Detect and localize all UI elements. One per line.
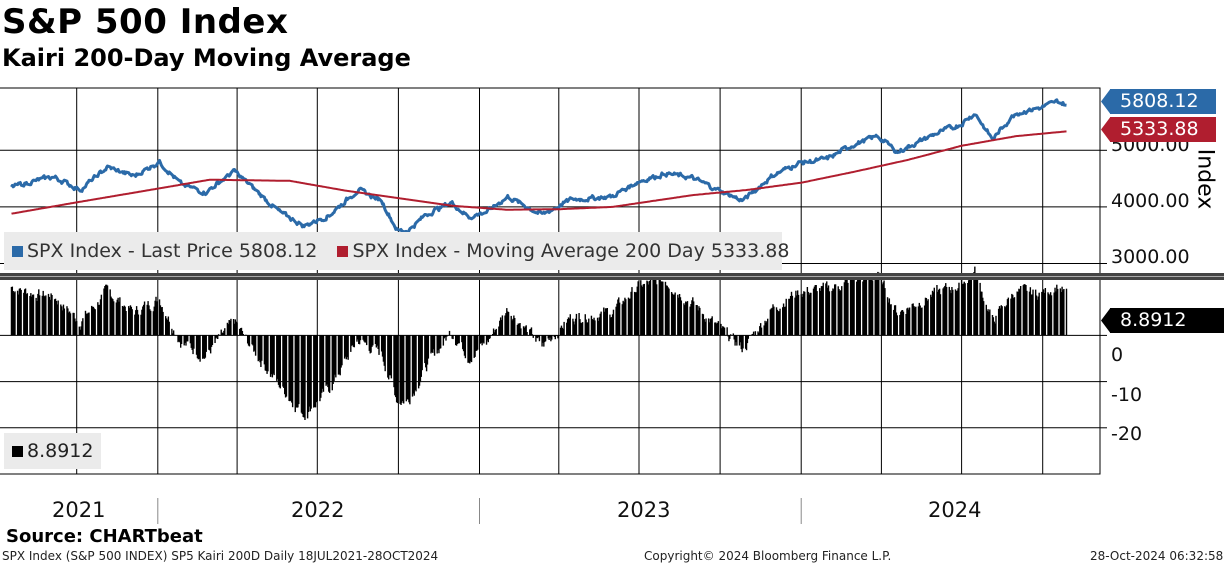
upper-axis-title: Index [1192,148,1218,210]
legend-kairi-swatch [12,446,23,457]
kairi-tag: 8.8912 [1110,308,1224,333]
footer-timestamp: 28-Oct-2024 06:32:58 [1090,549,1224,563]
lower-legend: 8.8912 [4,433,101,469]
moving-average-tag: 5333.88 [1110,117,1216,142]
legend-ma-swatch [337,246,349,257]
plot-border [0,87,1101,475]
chart-frame [0,87,1224,524]
last-price-tag: 5808.12 [1110,89,1216,114]
price-lines [10,98,1067,235]
moving-average-tag-arrow [1101,117,1110,142]
kairi-tag-arrow [1101,308,1110,333]
year-label-2022: 2022 [291,498,345,522]
upper-tick-4000: 4000.00 [1111,190,1190,212]
footer-description: SPX Index (S&P 500 INDEX) SP5 Kairi 200D… [2,549,439,563]
legend-price-swatch [12,246,23,257]
footer-copyright: Copyright© 2024 Bloomberg Finance L.P. [644,549,892,563]
lower-tick-0: 0 [1111,344,1124,366]
chart-grid [0,88,1100,474]
upper-tick-3000: 3000.00 [1111,246,1190,268]
lower-tick-neg20: -20 [1111,423,1143,445]
year-label-2024: 2024 [928,498,982,522]
series-last-price [10,98,1067,235]
year-label-2023: 2023 [617,498,671,522]
last-price-tag-arrow [1101,89,1110,114]
legend-price-label: SPX Index - Last Price 5808.12 [27,240,318,262]
source-note: Source: CHARTbeat [6,526,203,547]
legend-ma-label: SPX Index - Moving Average 200 Day 5333.… [352,240,790,262]
kairi-bars [10,266,1068,420]
chart-title: S&P 500 Index [2,2,289,42]
lower-tick-neg10: -10 [1111,384,1143,406]
upper-legend: SPX Index - Last Price 5808.12 SPX Index… [4,232,789,270]
chart-subtitle: Kairi 200-Day Moving Average [2,44,411,72]
upper-axis-title-box: Index [1190,144,1220,214]
series-moving-average [11,130,1067,215]
year-label-2021: 2021 [52,498,106,522]
legend-kairi-label: 8.8912 [27,440,94,462]
